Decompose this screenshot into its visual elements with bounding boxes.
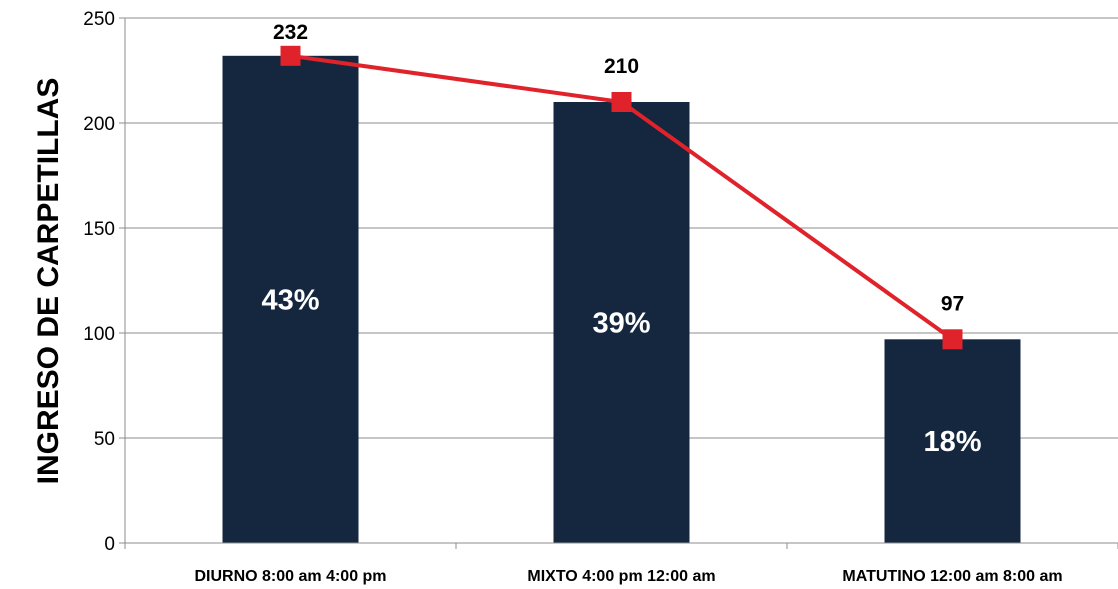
trend-line	[280, 45, 963, 350]
x-tick-label: MATUTINO 12:00 am 8:00 am	[842, 568, 1062, 585]
y-tick-label: 200	[83, 114, 115, 135]
bar-percent-label: 43%	[261, 284, 319, 316]
bars	[222, 55, 1021, 544]
line-marker	[942, 329, 963, 350]
value-label: 97	[941, 292, 964, 315]
value-label: 232	[273, 21, 308, 44]
value-labels: 232 210 97	[273, 21, 964, 315]
bar-percent-labels: 43% 39% 18%	[261, 284, 981, 458]
line-marker	[280, 45, 301, 66]
value-label: 210	[604, 55, 639, 78]
bar	[222, 55, 359, 544]
x-tick-label: DIURNO 8:00 am 4:00 pm	[194, 568, 386, 585]
bar	[553, 102, 690, 543]
y-tick-label: 0	[104, 534, 115, 555]
axes	[119, 17, 1118, 549]
y-tick-labels: 0 50 100 150 200 250	[83, 9, 115, 555]
x-tick-labels: DIURNO 8:00 am 4:00 pm MIXTO 4:00 pm 12:0…	[194, 568, 1062, 585]
bar-percent-label: 39%	[592, 308, 650, 340]
y-tick-label: 150	[83, 219, 115, 240]
y-tick-label: 100	[83, 324, 115, 345]
y-axis-label: INGRESO DE CARPETILLAS	[32, 78, 65, 485]
y-tick-label: 50	[94, 429, 115, 450]
y-tick-label: 250	[83, 9, 115, 30]
x-tick-label: MIXTO 4:00 pm 12:00 am	[527, 568, 715, 585]
bar	[884, 339, 1021, 543]
line-marker	[611, 92, 632, 112]
bar-percent-label: 18%	[923, 426, 981, 458]
